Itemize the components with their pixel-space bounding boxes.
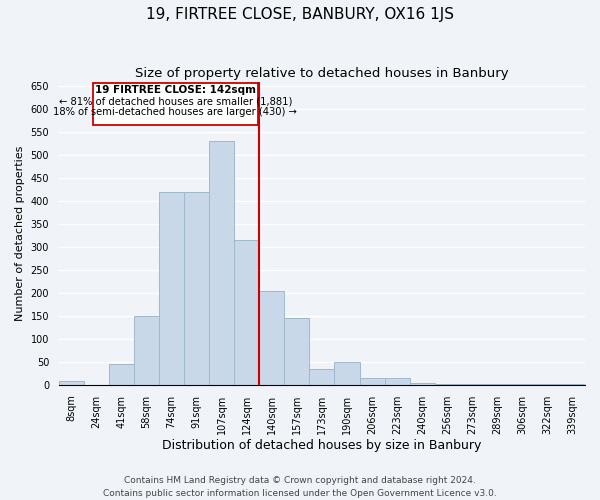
Bar <box>560 384 585 385</box>
Bar <box>209 142 234 385</box>
Bar <box>234 240 259 385</box>
Text: ← 81% of detached houses are smaller (1,881): ← 81% of detached houses are smaller (1,… <box>59 96 292 106</box>
Bar <box>284 318 310 385</box>
Bar <box>184 192 209 385</box>
Bar <box>310 369 334 385</box>
Text: 19, FIRTREE CLOSE, BANBURY, OX16 1JS: 19, FIRTREE CLOSE, BANBURY, OX16 1JS <box>146 8 454 22</box>
Bar <box>334 362 359 385</box>
Bar <box>434 384 460 385</box>
Bar <box>359 378 385 385</box>
Bar <box>109 364 134 385</box>
Bar <box>410 382 434 385</box>
Bar <box>159 192 184 385</box>
Bar <box>134 316 159 385</box>
Text: 19 FIRTREE CLOSE: 142sqm: 19 FIRTREE CLOSE: 142sqm <box>95 86 256 96</box>
Text: 18% of semi-detached houses are larger (430) →: 18% of semi-detached houses are larger (… <box>53 107 298 117</box>
Bar <box>259 290 284 385</box>
Bar <box>385 378 410 385</box>
Title: Size of property relative to detached houses in Banbury: Size of property relative to detached ho… <box>135 68 509 80</box>
X-axis label: Distribution of detached houses by size in Banbury: Distribution of detached houses by size … <box>162 440 482 452</box>
Y-axis label: Number of detached properties: Number of detached properties <box>15 146 25 321</box>
FancyBboxPatch shape <box>93 82 258 126</box>
Text: Contains HM Land Registry data © Crown copyright and database right 2024.
Contai: Contains HM Land Registry data © Crown c… <box>103 476 497 498</box>
Bar <box>59 381 84 385</box>
